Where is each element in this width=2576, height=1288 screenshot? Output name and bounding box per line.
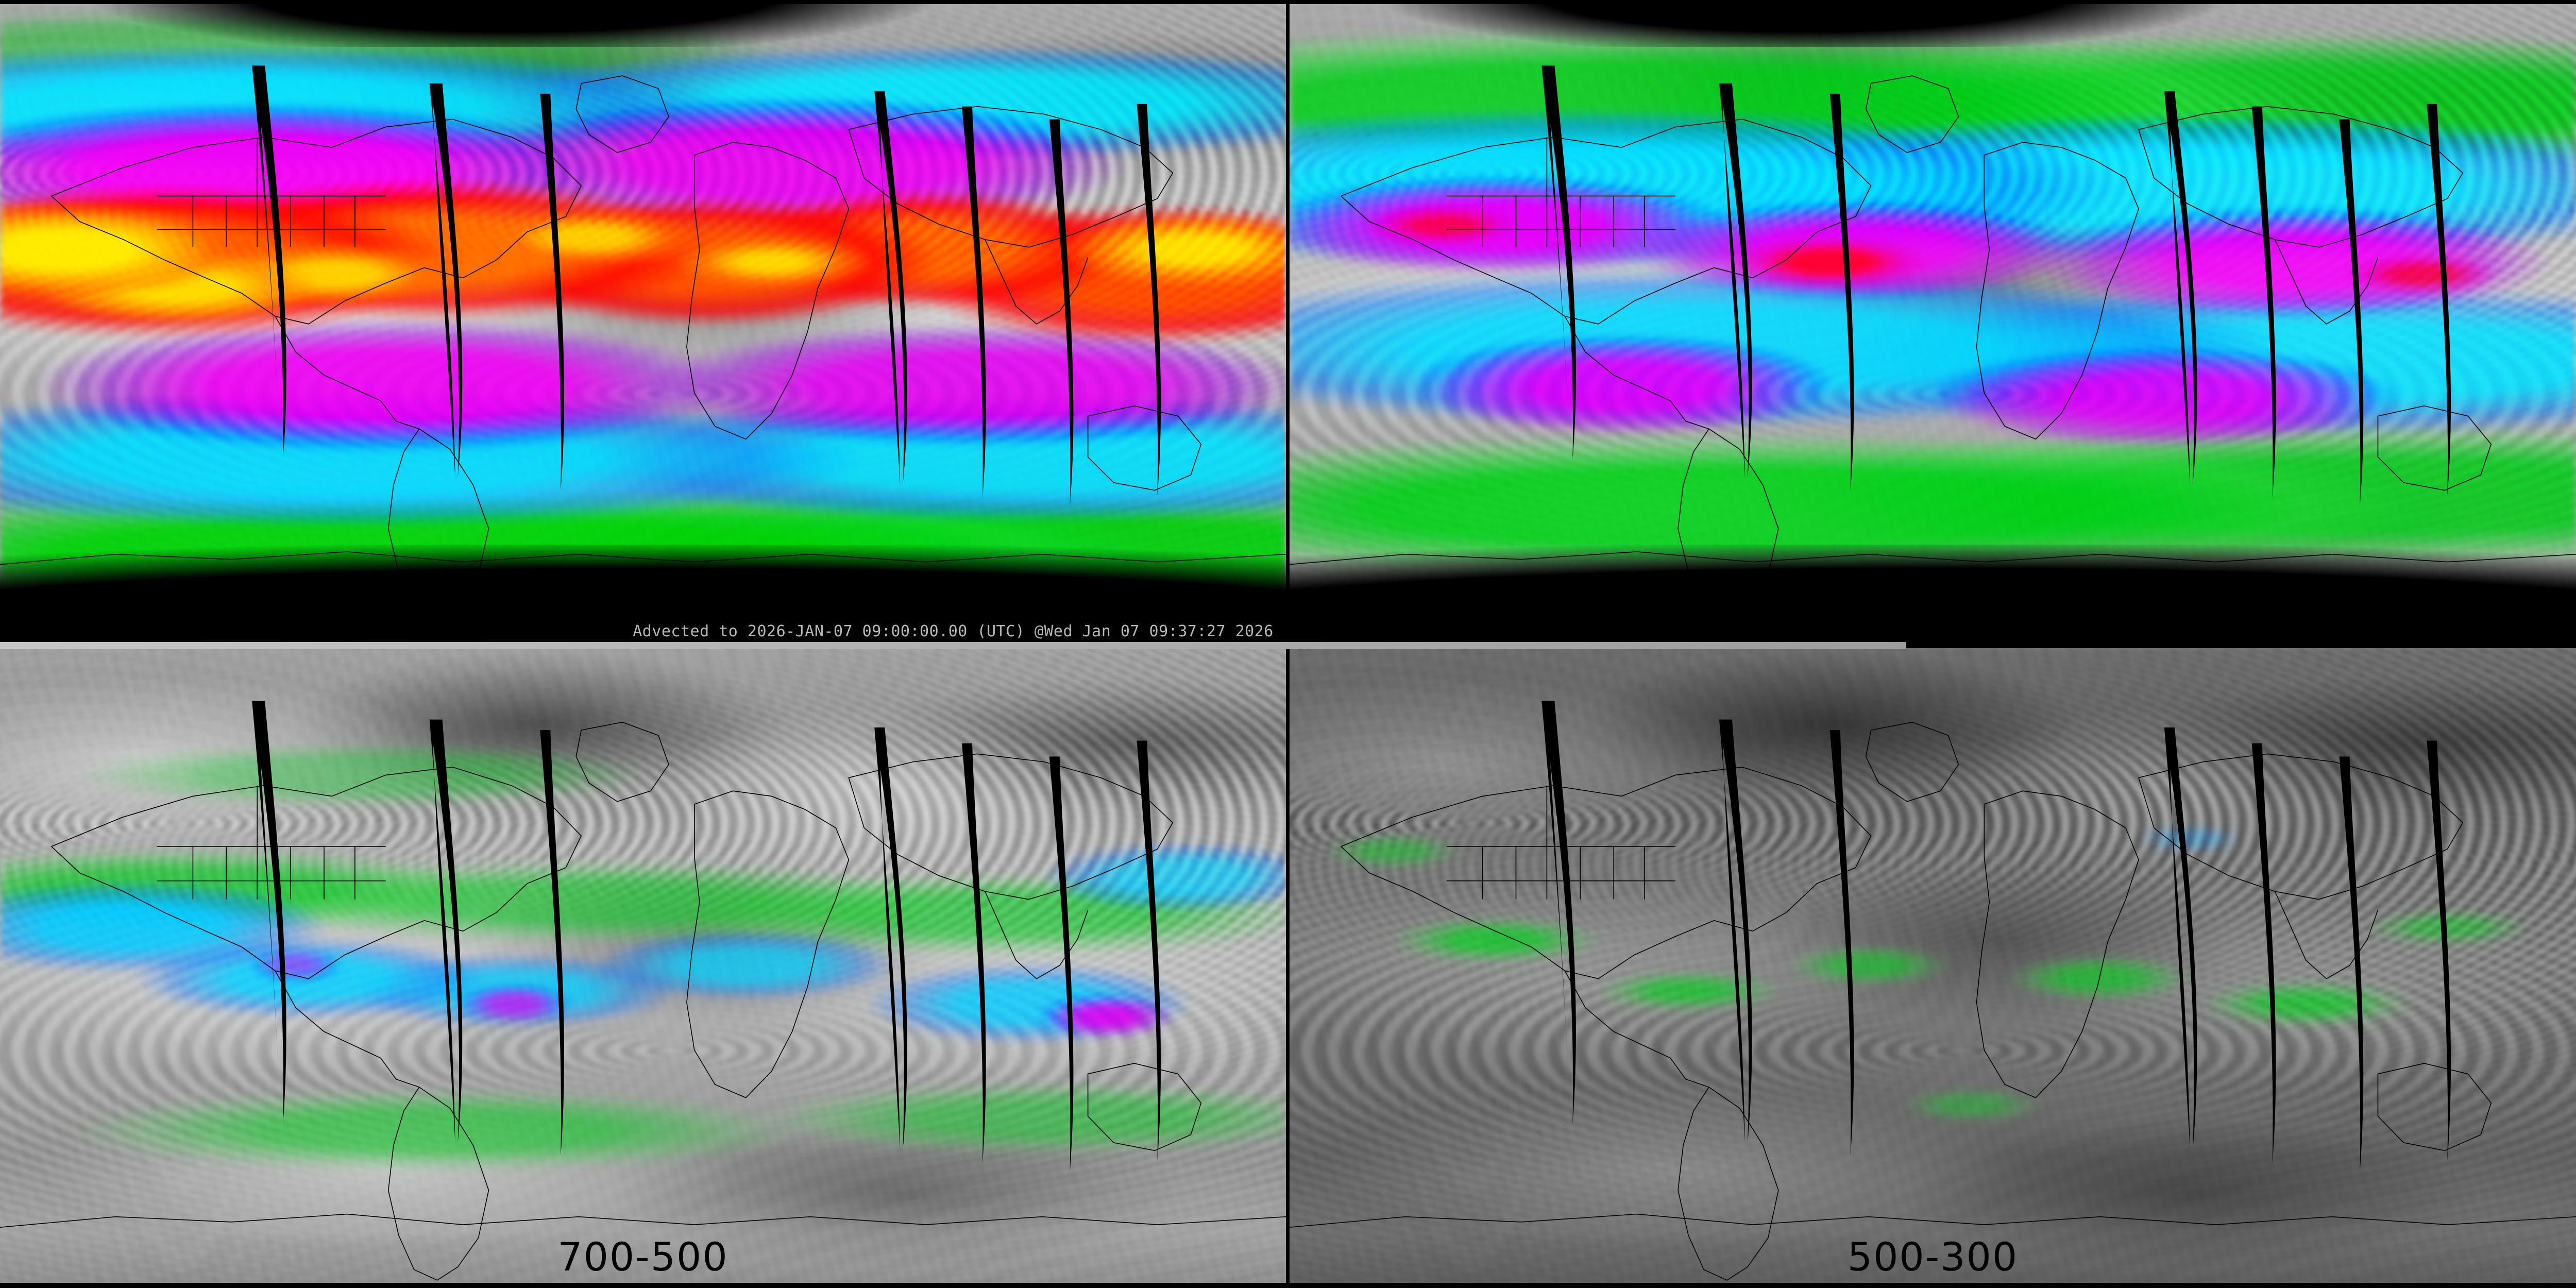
panel-upper-left[interactable] (0, 4, 1286, 618)
panel-upper-right-map: 850-700 (1290, 4, 2576, 618)
arctic-nodata-cap (1290, 4, 2576, 47)
antarctic-nodata-cap (1290, 544, 2576, 618)
panel-lower-right-label: 500-300 (1847, 1233, 2019, 1280)
panel-upper-left-map (0, 4, 1286, 618)
panel-lower-left[interactable]: 700-500 (0, 648, 1286, 1283)
panel-lower-right-map: 500-300 (1290, 648, 2576, 1283)
panel-lower-left-map: 700-500 (0, 648, 1286, 1283)
turbulence-texture (1290, 648, 2576, 1283)
turbulence-texture (0, 4, 1286, 618)
turbulence-texture (1290, 4, 2576, 618)
antarctic-nodata-cap (0, 544, 1286, 618)
panel-lower-right[interactable]: 500-300 (1290, 648, 2576, 1283)
panel-lower-left-label: 700-500 (557, 1233, 728, 1280)
timestamp-caption: Advected to 2026-JAN-07 09:00:00.00 (UTC… (633, 622, 1274, 640)
turbulence-texture (0, 648, 1286, 1283)
arctic-nodata-cap (0, 4, 1286, 47)
panel-upper-right[interactable]: 850-700 (1290, 4, 2576, 618)
bottom-border (0, 1283, 2576, 1288)
gray-separator-strip (0, 642, 1906, 649)
panel-upper-right-label: 850-700 (1847, 569, 2019, 616)
